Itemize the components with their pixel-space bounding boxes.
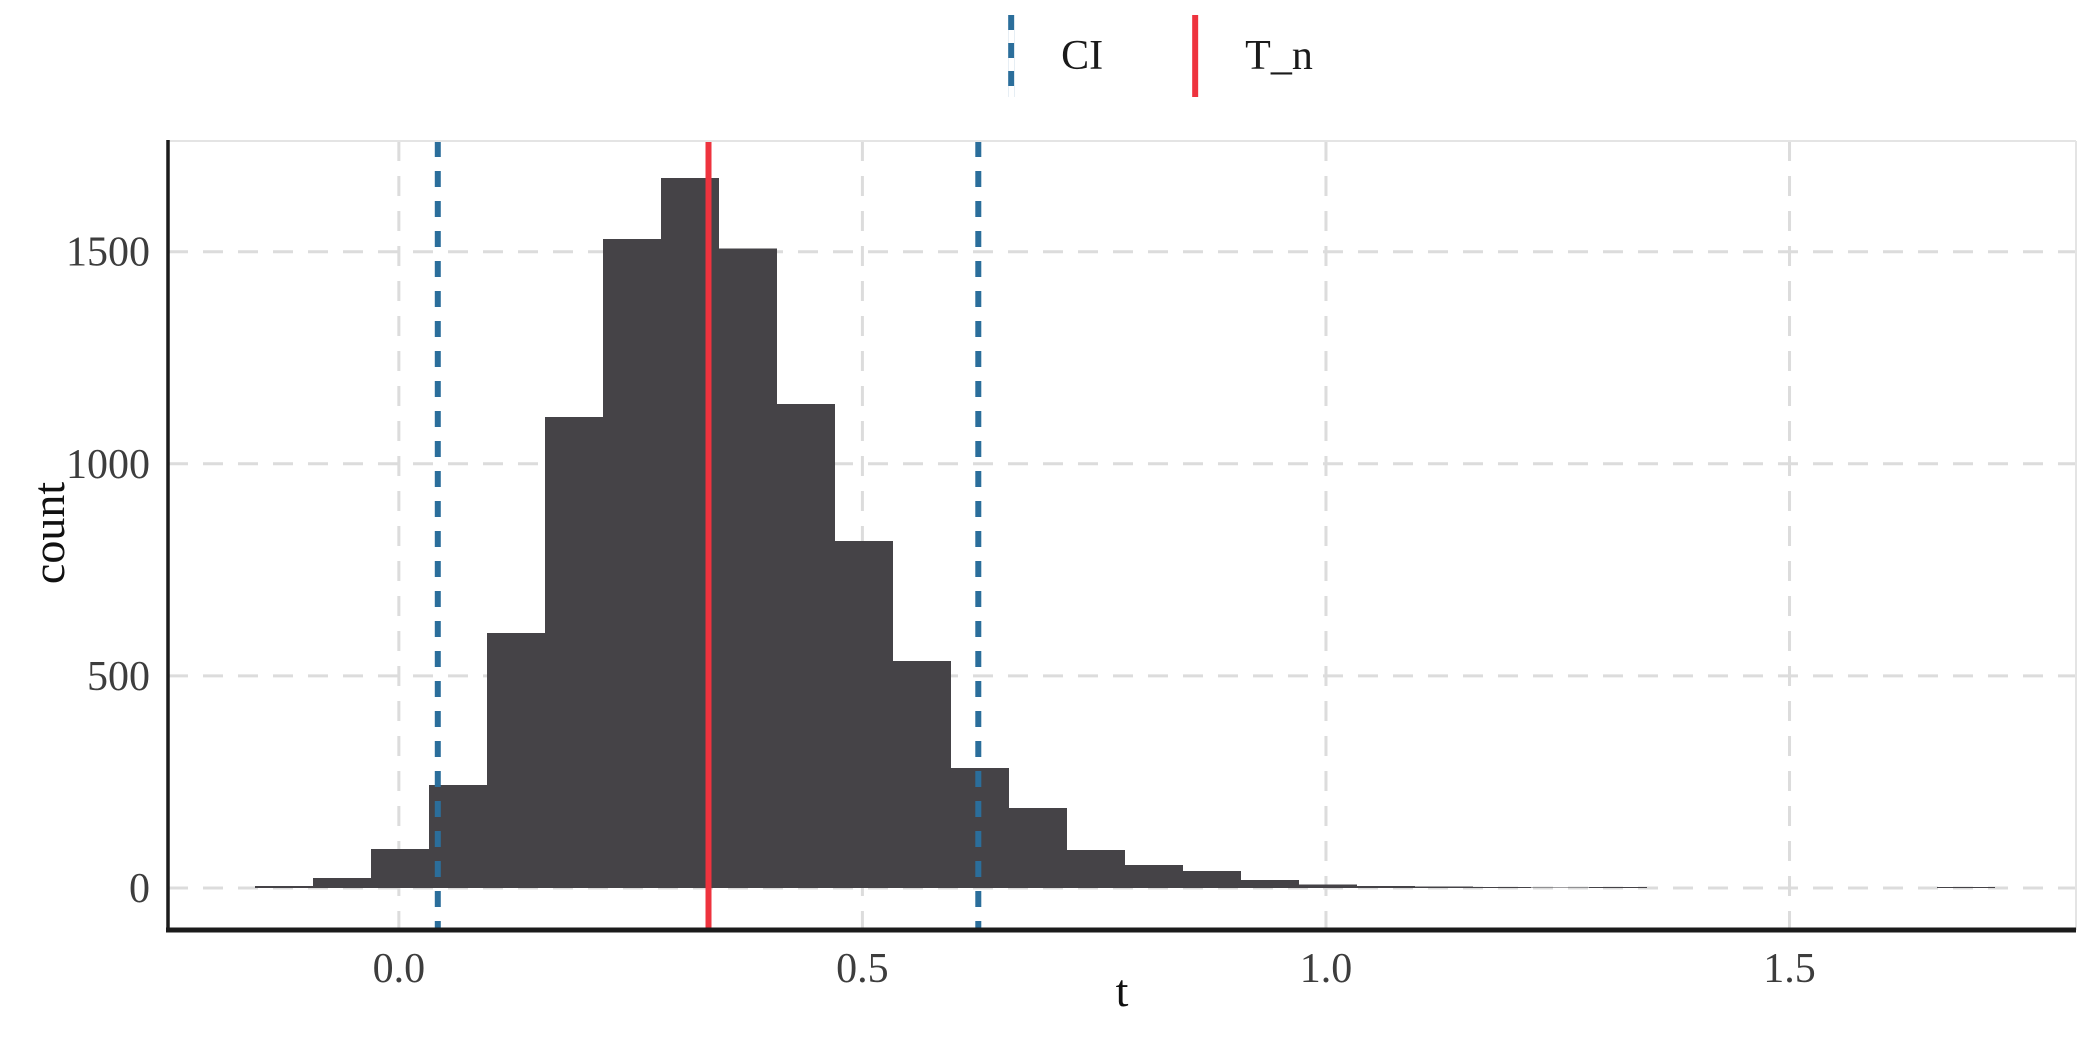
histogram-bar — [1473, 887, 1532, 889]
y-tick-label: 500 — [87, 654, 150, 700]
y-axis-title: count — [23, 481, 74, 585]
histogram-bar — [602, 238, 661, 889]
histogram-bar — [718, 248, 777, 889]
y-tick-label: 1000 — [66, 442, 150, 488]
histogram-bars — [254, 177, 1996, 889]
y-tick-label: 0 — [129, 866, 150, 912]
x-tick-label: 1.5 — [1763, 946, 1816, 992]
x-tick-label: 0.5 — [836, 946, 889, 992]
y-tick-label: 1500 — [66, 230, 150, 276]
histogram-bar — [544, 417, 603, 889]
legend-item-tn: T_n — [1167, 12, 1313, 100]
histogram-bar — [312, 877, 371, 889]
histogram-bar — [1183, 871, 1242, 889]
histogram-bar — [1937, 887, 1996, 889]
legend: CI T_n — [983, 12, 1313, 100]
histogram-bar — [1589, 887, 1648, 889]
x-axis-title: t — [1115, 965, 1129, 1016]
histogram-bar — [892, 661, 951, 889]
tn-solid-line-key-icon — [1192, 15, 1199, 97]
histogram-bar — [1241, 879, 1300, 889]
histogram-bar — [1415, 886, 1474, 889]
histogram-bar — [1357, 885, 1416, 889]
histogram-bar — [370, 848, 429, 889]
histogram-bar — [1067, 849, 1126, 889]
legend-item-ci: CI — [983, 12, 1103, 100]
x-tick-label: 1.0 — [1300, 946, 1353, 992]
x-tick-label: 0.0 — [373, 946, 426, 992]
ci-dashed-line-key-icon — [1008, 15, 1015, 97]
histogram-bar — [776, 404, 835, 889]
histogram-bar — [1125, 865, 1184, 889]
legend-label-ci: CI — [1061, 33, 1104, 79]
histogram-bar — [834, 541, 893, 889]
legend-label-tn: T_n — [1245, 33, 1313, 79]
histogram-bar — [1008, 807, 1068, 889]
histogram-bar — [254, 885, 313, 889]
histogram-bar — [1299, 884, 1358, 889]
histogram-bar — [486, 633, 545, 889]
